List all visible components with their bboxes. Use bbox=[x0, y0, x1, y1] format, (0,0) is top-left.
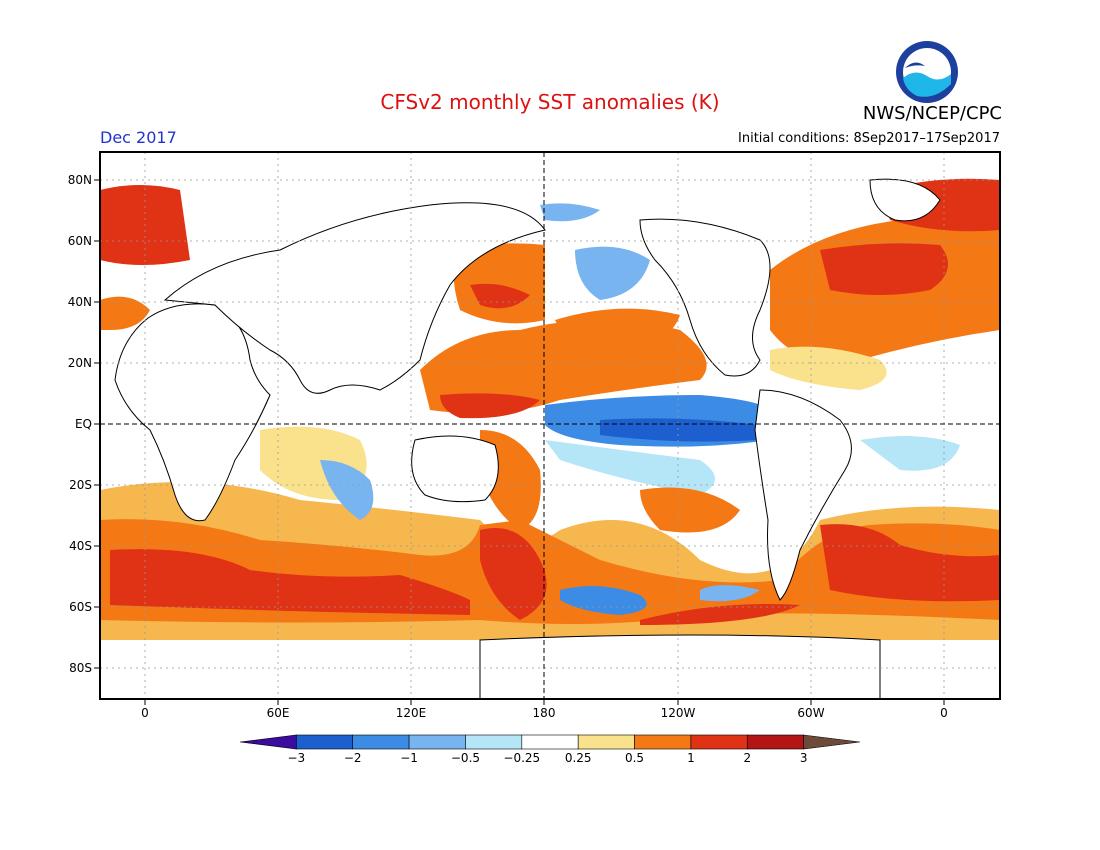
gridlines bbox=[100, 152, 1000, 699]
lon-label: 120W bbox=[661, 706, 696, 720]
lat-ticks bbox=[94, 179, 100, 669]
colorbar-swatch bbox=[746, 734, 804, 750]
colorbar-arrow-high bbox=[803, 734, 861, 750]
colorbar-tick-label: −0.5 bbox=[451, 751, 480, 765]
colorbar-swatch bbox=[690, 734, 748, 750]
lon-label: 120E bbox=[396, 706, 427, 720]
noaa-logo-icon bbox=[896, 41, 958, 103]
lat-label: 20S bbox=[69, 478, 92, 492]
lat-label: 60S bbox=[69, 600, 92, 614]
agency-label: NWS/NCEP/CPC bbox=[862, 103, 1002, 124]
lat-label: 80S bbox=[69, 661, 92, 675]
colorbar-tick-label: −0.25 bbox=[503, 751, 540, 765]
colorbar-tick-label: 3 bbox=[800, 751, 808, 765]
lon-label: 0 bbox=[940, 706, 948, 720]
colorbar-swatch bbox=[521, 734, 579, 750]
lon-ticks bbox=[144, 699, 945, 705]
colorbar-tick-label: −1 bbox=[400, 751, 418, 765]
colorbar-tick-label: 0.25 bbox=[565, 751, 592, 765]
lat-label: 40N bbox=[68, 295, 92, 309]
colorbar-swatch bbox=[634, 734, 692, 750]
colorbar-tick-label: −2 bbox=[344, 751, 362, 765]
colorbar-tick-label: 0.5 bbox=[625, 751, 644, 765]
lat-label: 80N bbox=[68, 173, 92, 187]
colorbar-swatch bbox=[408, 734, 466, 750]
lat-label: 20N bbox=[68, 356, 92, 370]
initial-conditions-label: Initial conditions: 8Sep2017–17Sep2017 bbox=[738, 131, 1000, 146]
colorbar-tick-label: 2 bbox=[743, 751, 751, 765]
lon-axis: 0 60E 120E 180 120W 60W 0 bbox=[141, 706, 948, 720]
lon-label: 60E bbox=[267, 706, 290, 720]
colorbar-tick-label: −3 bbox=[288, 751, 306, 765]
chart-title: CFSv2 monthly SST anomalies (K) bbox=[380, 90, 720, 114]
lat-label: EQ bbox=[75, 417, 92, 431]
colorbar: −3 −2 −1 −0.5 −0.25 0.25 0.5 1 2 3 bbox=[239, 734, 861, 765]
colorbar-swatch bbox=[352, 734, 410, 750]
lon-label: 180 bbox=[533, 706, 556, 720]
lat-label: 60N bbox=[68, 234, 92, 248]
lon-label: 0 bbox=[141, 706, 149, 720]
colorbar-swatch bbox=[577, 734, 635, 750]
colorbar-tick-label: 1 bbox=[687, 751, 695, 765]
colorbar-swatch bbox=[296, 734, 354, 750]
continents bbox=[114, 178, 941, 699]
colorbar-arrow-low bbox=[239, 734, 297, 750]
lon-label: 60W bbox=[797, 706, 824, 720]
period-label: Dec 2017 bbox=[100, 128, 177, 147]
colorbar-swatch bbox=[465, 734, 523, 750]
map-frame bbox=[99, 151, 1001, 700]
lat-axis: 80N 60N 40N 20N EQ 20S 40S 60S 80S bbox=[68, 173, 92, 675]
lat-label: 40S bbox=[69, 539, 92, 553]
